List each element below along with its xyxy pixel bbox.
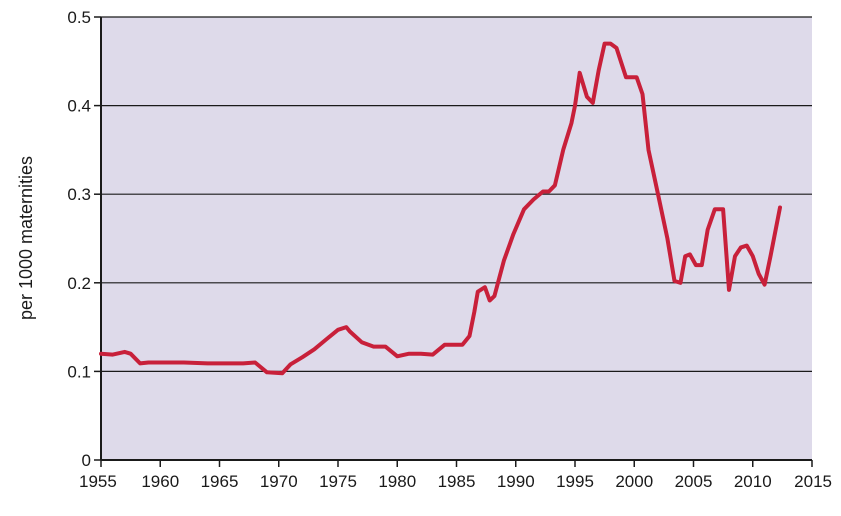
y-axis-label: per 1000 maternities [16,156,36,320]
x-tick-label-7: 1990 [497,472,535,491]
series-line [99,41,782,376]
y-tick-label-4: 0.4 [67,97,91,116]
x-tick-label-10: 2005 [675,472,713,491]
y-tick-labels: 0 0.1 0.2 0.3 0.4 0.5 [67,8,101,470]
x-tick-label-12: 2015 [794,472,832,491]
x-tick-label-6: 1985 [438,472,476,491]
x-tick-label-2: 1965 [201,472,239,491]
x-tick-label-5: 1980 [378,472,416,491]
x-tick-label-9: 2000 [615,472,653,491]
y-tick-label-3: 0.3 [67,185,91,204]
x-tick-label-11: 2010 [734,472,772,491]
x-tick-label-1: 1960 [141,472,179,491]
y-tick-label-2: 0.2 [67,274,91,293]
y-tick-label-1: 0.1 [67,362,91,381]
x-tick-label-8: 1995 [556,472,594,491]
x-tick-labels: 1955 1960 1965 1970 1975 1980 1985 1990 1995 2000… [79,460,832,491]
plot-background [101,17,812,460]
gridlines [101,16,812,372]
y-tick-label-0: 0 [82,451,91,470]
x-tick-label-3: 1970 [260,472,298,491]
x-tick-label-4: 1975 [319,472,357,491]
x-tick-label-0: 1955 [79,472,117,491]
y-tick-label-5: 0.5 [67,8,91,27]
